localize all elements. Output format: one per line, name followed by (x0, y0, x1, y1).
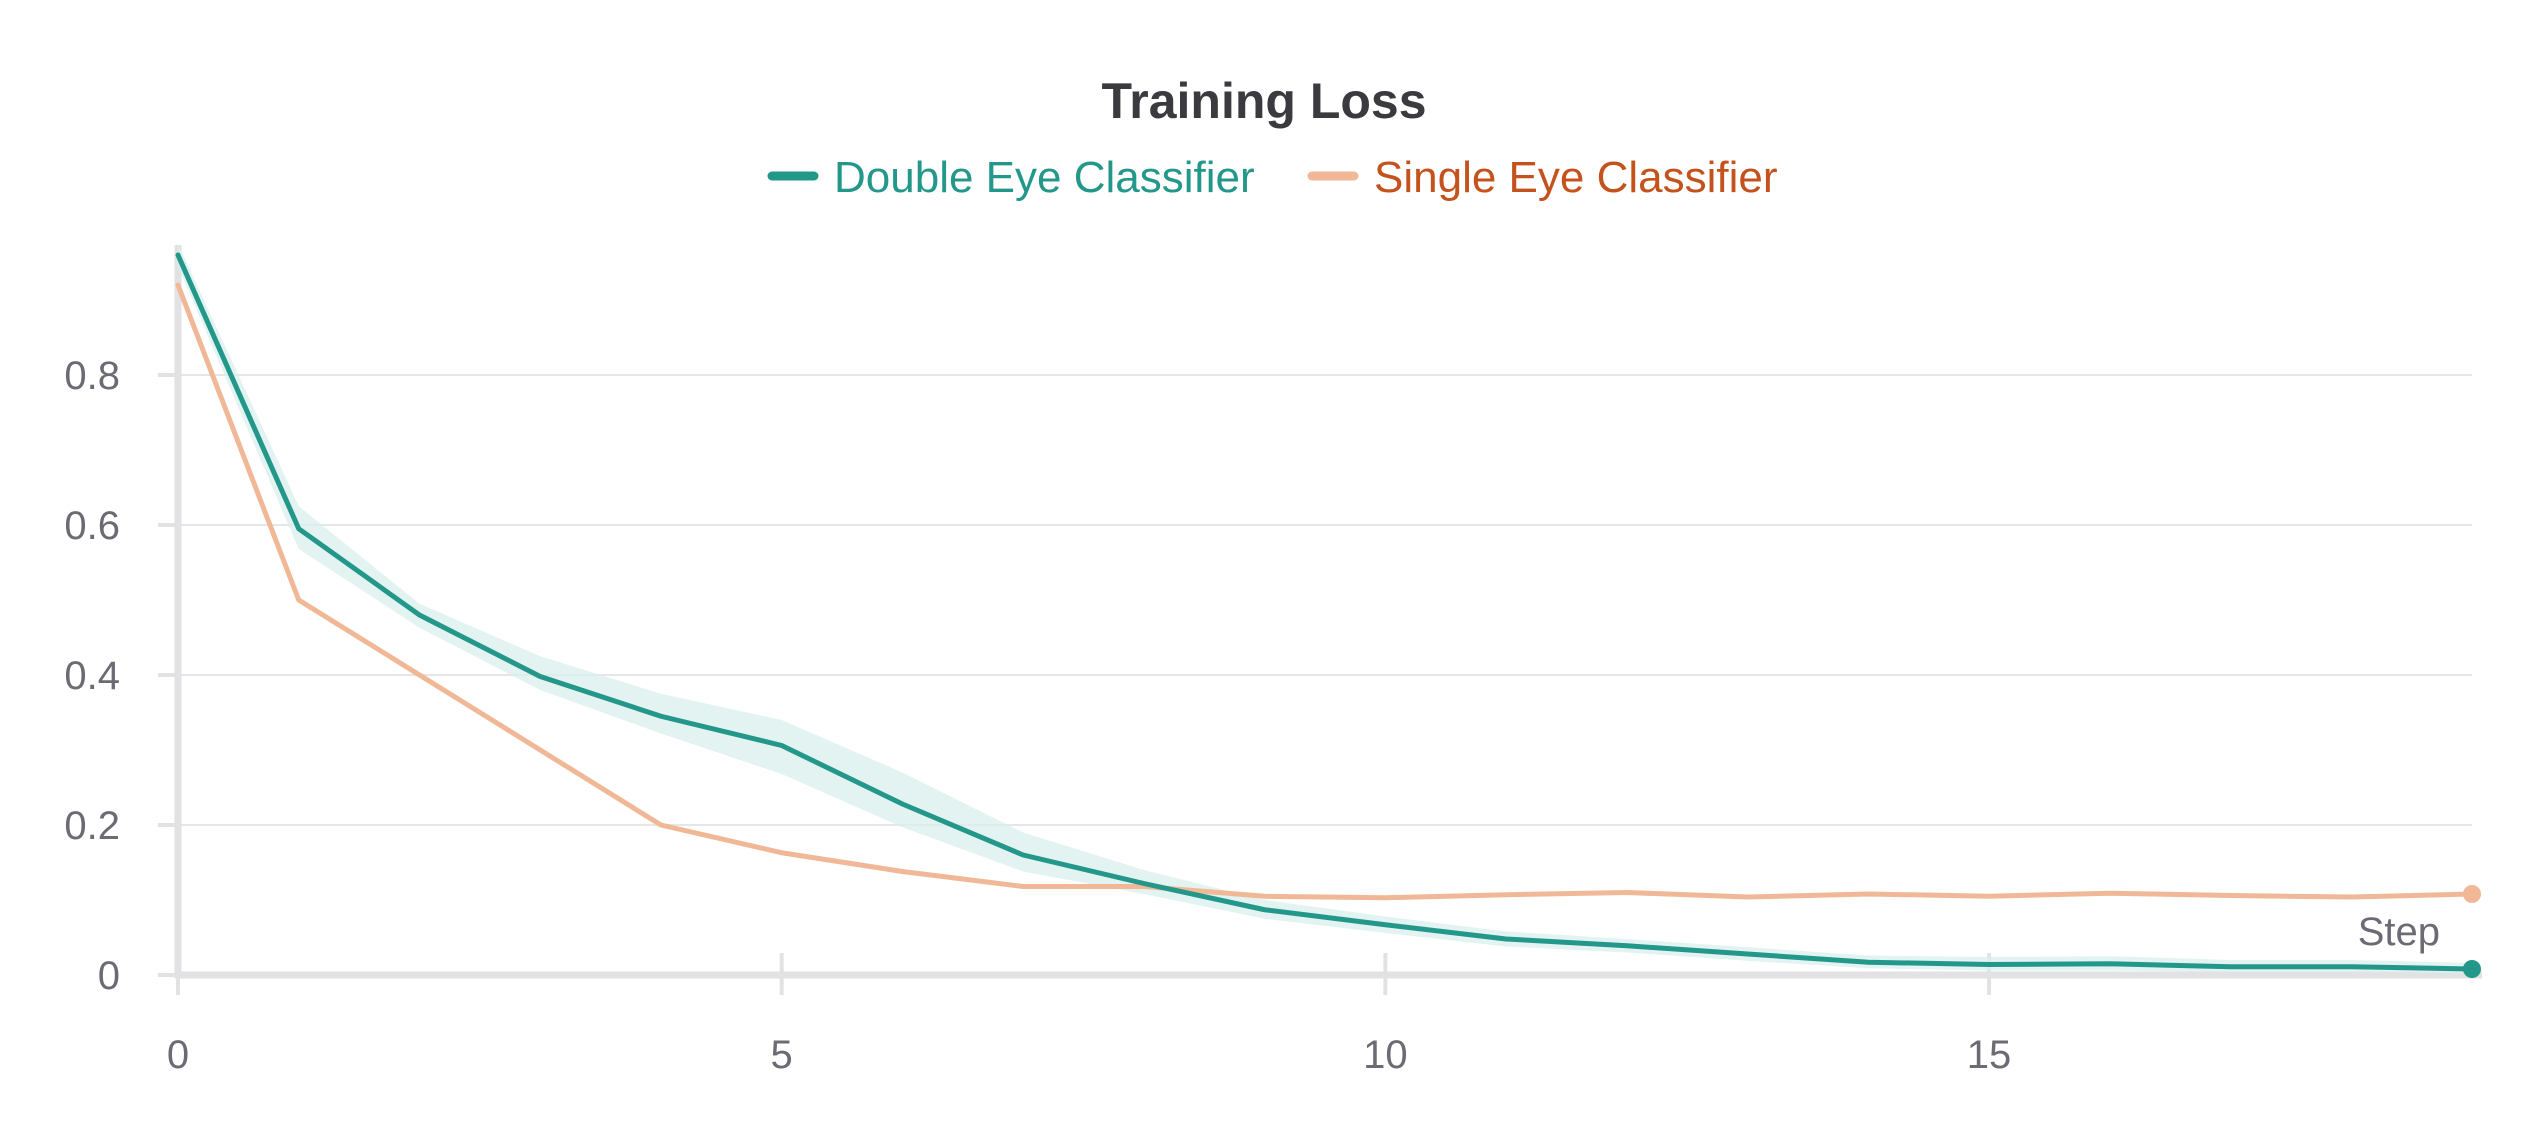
y-tick-label: 0.2 (64, 804, 120, 848)
legend[interactable]: Double Eye Classifier Single Eye Classif… (767, 153, 1778, 202)
legend-item-single-eye[interactable]: Single Eye Classifier (1307, 153, 1778, 202)
x-tick-label: 0 (167, 1033, 189, 1077)
y-tick-label: 0 (98, 954, 120, 998)
x-tick-label: 5 (771, 1033, 793, 1077)
y-tick-label: 0.6 (64, 504, 120, 548)
series-end-dot-single-eye (2463, 885, 2481, 903)
y-tick-label: 0.8 (64, 354, 120, 398)
legend-label-single-eye: Single Eye Classifier (1374, 153, 1778, 202)
series-end-dot-double-eye (2463, 960, 2481, 978)
x-tick-label: 10 (1363, 1033, 1408, 1077)
legend-label-double-eye: Double Eye Classifier (834, 153, 1255, 202)
plot-area: 0 0.2 0.4 0.6 0.8 0 5 10 15 (64, 243, 2482, 1077)
legend-item-double-eye[interactable]: Double Eye Classifier (767, 153, 1255, 202)
x-tick-label: 15 (1967, 1033, 2012, 1077)
y-tick-label: 0.4 (64, 654, 120, 698)
series-band-double-eye (178, 243, 2472, 974)
chart-title: Training Loss (1101, 73, 1426, 129)
series-line-double-eye (175, 252, 2475, 972)
x-axis-title: Step (2358, 910, 2440, 954)
series-line-single-eye (175, 282, 2475, 901)
